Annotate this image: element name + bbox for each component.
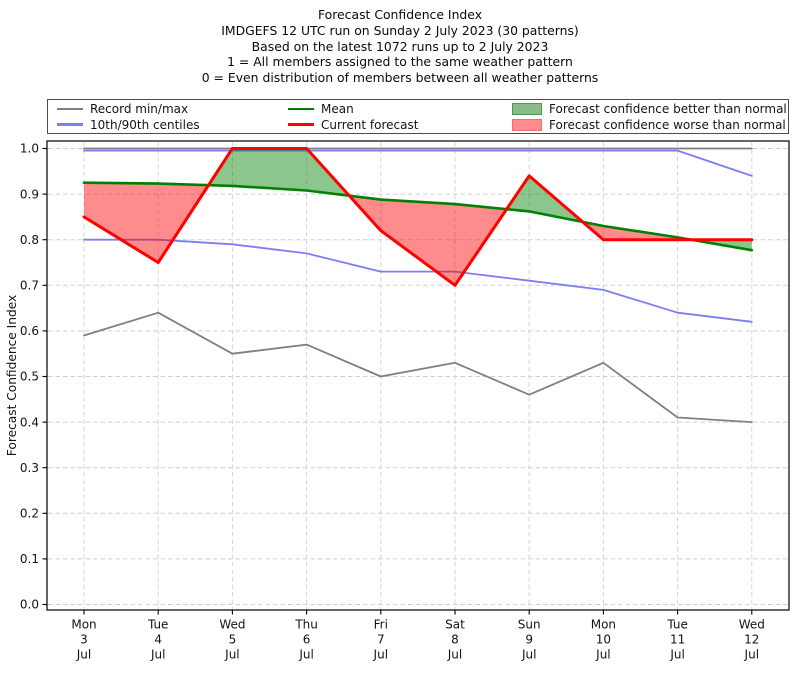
x-tick-label: 3 <box>80 633 88 647</box>
x-tick-label: 4 <box>154 633 162 647</box>
x-tick-label: Jul <box>447 648 462 662</box>
x-tick-label: Jul <box>595 648 610 662</box>
legend-item-centiles: 10th/90th centiles <box>57 117 200 132</box>
x-tick-label: 6 <box>303 633 311 647</box>
x-tick-label: Jul <box>521 648 536 662</box>
x-tick-label: Sun <box>518 618 541 632</box>
y-tick-label: 1.0 <box>20 142 39 156</box>
y-tick-label: 0.7 <box>20 279 39 293</box>
x-tick-label: Tue <box>147 618 169 632</box>
chart-subtitle-3: 1 = All members assigned to the same wea… <box>227 54 573 70</box>
legend-label: 10th/90th centiles <box>90 117 200 132</box>
centiles-line-swatch <box>57 123 83 126</box>
x-tick-label: Tue <box>666 618 688 632</box>
x-tick-label: 11 <box>670 633 685 647</box>
x-tick-label: 7 <box>377 633 385 647</box>
x-tick-label: Jul <box>298 648 313 662</box>
fill-worse-than-normal <box>582 222 691 240</box>
y-tick-label: 0.4 <box>20 415 39 429</box>
plot-border <box>46 140 790 611</box>
series-record-min <box>83 311 753 424</box>
legend-label: Mean <box>321 102 354 116</box>
legend-item-record-minmax: Record min/max <box>57 102 188 117</box>
x-tick-label: Jul <box>744 648 759 662</box>
worse-than-normal-patch-swatch <box>512 118 542 131</box>
legend-label: Forecast confidence worse than normal <box>549 117 786 132</box>
y-tick-label: 0.1 <box>20 552 39 566</box>
chart-subtitle-4: 0 = Even distribution of members between… <box>201 70 599 86</box>
fill-worse-than-normal <box>349 195 507 286</box>
better-than-normal-patch-swatch <box>512 103 542 115</box>
y-tick-label: 0.8 <box>20 233 39 247</box>
mean-line-swatch <box>288 107 314 111</box>
y-tick-label: 0.0 <box>20 598 39 612</box>
x-axis: Mon3JulTue4JulWed5JulThu6JulFri7JulSat8J… <box>71 610 765 662</box>
series-current-forecast <box>82 147 754 287</box>
record-minmax-line-swatch <box>57 107 83 111</box>
x-tick-label: Wed <box>219 618 245 632</box>
x-tick-label: 5 <box>229 633 237 647</box>
legend-label: Current forecast <box>321 117 419 132</box>
x-tick-label: Jul <box>373 648 388 662</box>
series-10th-centile <box>83 238 753 323</box>
legend-item-better-than-normal: Forecast confidence better than normal <box>512 102 787 117</box>
fill-better-than-normal <box>208 148 350 196</box>
y-axis-title: Forecast Confidence Index <box>5 295 19 456</box>
current-forecast-line-swatch <box>288 123 314 126</box>
x-tick-label: Jul <box>150 648 165 662</box>
x-tick-label: Mon <box>71 618 96 632</box>
chart-subtitle-2: Based on the latest 1072 runs up to 2 Ju… <box>251 38 549 54</box>
chart-subtitle-1: IMDGEFS 12 UTC run on Sunday 2 July 2023… <box>221 22 579 38</box>
x-tick-label: Wed <box>739 618 765 632</box>
x-tick-label: 9 <box>525 633 533 647</box>
series-90th-centile <box>83 149 753 177</box>
legend: Record min/max 10th/90th centiles Mean C… <box>47 99 789 134</box>
x-tick-label: Jul <box>224 648 239 662</box>
y-tick-label: 0.6 <box>20 324 39 338</box>
x-tick-label: Jul <box>76 648 91 662</box>
legend-label: Forecast confidence better than normal <box>549 102 787 116</box>
x-tick-label: Jul <box>669 648 684 662</box>
x-tick-label: 10 <box>596 633 611 647</box>
x-tick-label: Thu <box>294 618 318 632</box>
legend-item-current-forecast: Current forecast <box>288 117 418 132</box>
x-tick-label: Sat <box>445 618 465 632</box>
y-axis: 0.0 0.1 0.2 0.3 0.4 0.5 0.6 0.7 0.8 0.9 1.0 <box>20 142 47 612</box>
x-tick-label: 8 <box>451 633 459 647</box>
legend-label: Record min/max <box>90 102 189 116</box>
x-tick-label: 12 <box>744 633 759 647</box>
x-tick-label: Fri <box>374 618 388 632</box>
fill-worse-than-normal <box>84 182 209 263</box>
y-tick-label: 0.9 <box>20 187 39 201</box>
title-block: Forecast Confidence Index IMDGEFS 12 UTC… <box>0 7 800 86</box>
series-mean <box>82 181 754 252</box>
chart-title: Forecast Confidence Index <box>317 7 483 22</box>
y-tick-label: 0.2 <box>20 507 39 521</box>
y-tick-label: 0.3 <box>20 461 39 475</box>
x-tick-label: Mon <box>591 618 616 632</box>
y-tick-label: 0.5 <box>20 370 39 384</box>
legend-item-worse-than-normal: Forecast confidence worse than normal <box>512 117 786 132</box>
legend-item-mean: Mean <box>288 102 354 117</box>
